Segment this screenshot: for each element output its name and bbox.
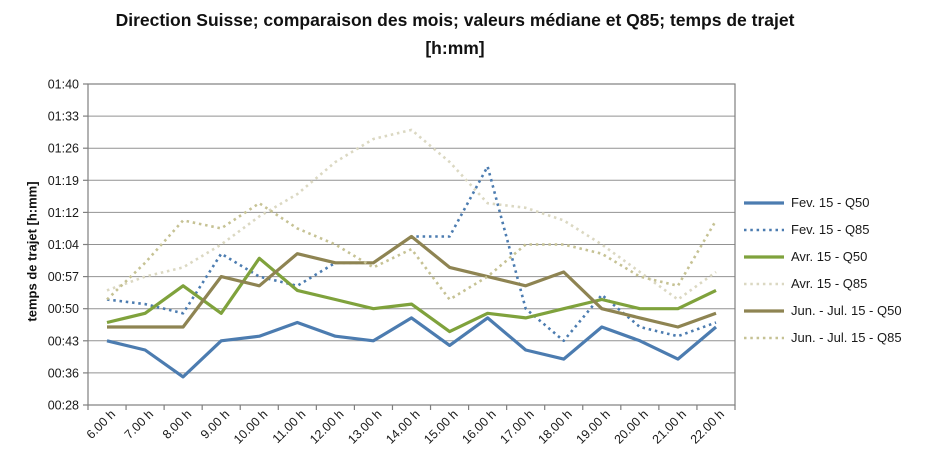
legend-label: Fev. 15 - Q85	[791, 222, 870, 237]
series-line-avr-15-q85	[106, 128, 717, 301]
legend-item-fev-15-q85: Fev. 15 - Q85	[744, 216, 902, 243]
x-tick-label: 11.00 h	[270, 407, 309, 446]
x-tick-label: 21.00 h	[650, 407, 689, 446]
legend-label: Jun. - Jul. 15 - Q50	[791, 303, 902, 318]
legend-item-avr-15-q50: Avr. 15 - Q50	[744, 243, 902, 270]
x-axis-labels: 6.00 h 7.00 h 8.00 h 9.00 h10.00 h 11.00 h12…	[84, 407, 727, 446]
y-axis-title: temps de trajet [h:mm]	[24, 181, 40, 322]
x-tick-label: 13.00 h	[345, 407, 384, 446]
legend: Fev. 15 - Q50 Fev. 15 - Q85 Avr. 15 - Q50 A…	[744, 189, 902, 351]
legend-line-swatch	[744, 336, 784, 339]
x-tick-label: 7.00 h	[122, 407, 157, 442]
legend-item-avr-15-q85: Avr. 15 - Q85	[744, 270, 902, 297]
x-tick-label: 19.00 h	[574, 407, 613, 446]
axis-ticks	[83, 83, 736, 410]
legend-label: Jun. - Jul. 15 - Q85	[791, 330, 902, 345]
legend-item-jun-jul-15-q85: Jun. - Jul. 15 - Q85	[744, 324, 902, 351]
x-tick-label: 10.00 h	[231, 407, 270, 446]
y-tick-label: 01:40	[48, 78, 79, 92]
x-tick-label: 18.00 h	[535, 407, 574, 446]
series-line-jun-jul-15-q85	[106, 201, 718, 301]
y-tick-label: 01:26	[48, 142, 79, 156]
y-tick-label: 00:57	[48, 270, 79, 284]
x-tick-label: 20.00 h	[612, 407, 651, 446]
y-tick-label: 00:43	[48, 334, 79, 348]
series-line-fev-15-q50	[106, 316, 718, 379]
legend-label: Fev. 15 - Q50	[791, 195, 870, 210]
legend-line-swatch	[744, 254, 784, 259]
x-tick-label: 6.00 h	[84, 407, 119, 442]
legend-label: Avr. 15 - Q85	[791, 276, 868, 291]
y-tick-label: 01:12	[48, 206, 79, 220]
y-tick-label: 00:36	[48, 366, 79, 380]
x-tick-label: 12.00 h	[307, 407, 346, 446]
legend-line-swatch	[744, 282, 784, 285]
series-line-jun-jul-15-q50	[107, 234, 717, 329]
y-tick-label: 01:19	[48, 174, 79, 188]
y-tick-label: 01:04	[48, 238, 79, 252]
x-tick-label: 17.00 h	[497, 407, 536, 446]
legend-line-swatch	[744, 228, 784, 231]
legend-line-swatch	[744, 200, 784, 205]
y-axis-labels: 01:40 01:33 01:26 01:19 01:12 01:04 00:57 00:50…	[48, 78, 79, 413]
y-tick-label: 01:33	[48, 110, 79, 124]
x-tick-label: 9.00 h	[198, 407, 233, 442]
x-tick-label: 8.00 h	[160, 407, 195, 442]
y-tick-label: 00:28	[48, 399, 79, 413]
legend-item-fev-15-q50: Fev. 15 - Q50	[744, 189, 902, 216]
x-tick-label: 22.00 h	[688, 407, 727, 446]
x-tick-label: 14.00 h	[383, 407, 422, 446]
gridlines	[88, 83, 735, 406]
legend-label: Avr. 15 - Q50	[791, 249, 868, 264]
legend-line-swatch	[744, 308, 784, 313]
series-line-avr-15-q50	[106, 256, 717, 334]
chart-title: Direction Suisse; comparaison des mois; …	[115, 10, 795, 58]
plot-area: 01:40 01:33 01:26 01:19 01:12 01:04 00:57 00:50…	[48, 78, 736, 447]
legend-item-jun-jul-15-q50: Jun. - Jul. 15 - Q50	[744, 297, 902, 324]
x-tick-label: 16.00 h	[459, 407, 498, 446]
y-tick-label: 00:50	[48, 302, 79, 316]
x-tick-label: 15.00 h	[421, 407, 460, 446]
